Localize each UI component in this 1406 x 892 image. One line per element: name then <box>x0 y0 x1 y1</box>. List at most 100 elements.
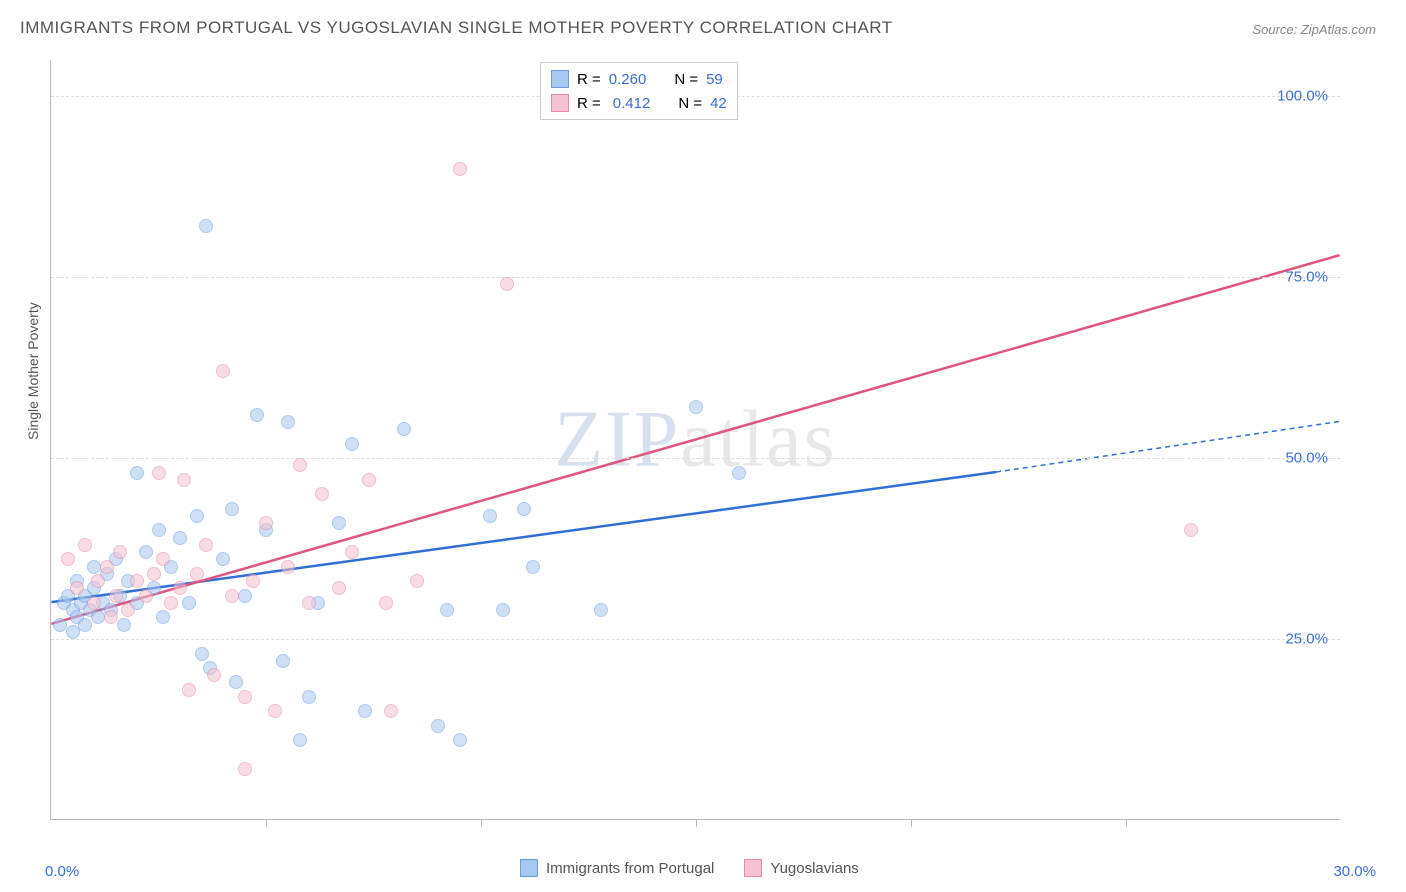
scatter-point <box>281 415 295 429</box>
scatter-point <box>315 487 329 501</box>
legend-n-label: N = <box>674 71 698 88</box>
scatter-point <box>78 618 92 632</box>
scatter-point <box>732 466 746 480</box>
scatter-point <box>173 531 187 545</box>
scatter-point <box>526 560 540 574</box>
chart-source: Source: ZipAtlas.com <box>1252 22 1376 37</box>
scatter-point <box>152 466 166 480</box>
scatter-point <box>78 538 92 552</box>
scatter-point <box>147 567 161 581</box>
scatter-point <box>87 596 101 610</box>
scatter-point <box>139 545 153 559</box>
scatter-point <box>225 502 239 516</box>
scatter-point <box>246 574 260 588</box>
scatter-point <box>91 574 105 588</box>
scatter-point <box>216 364 230 378</box>
legend-series: Immigrants from Portugal Yugoslavians <box>520 859 859 877</box>
legend-correlation: R = 0.260 N = 59 R = 0.412 N = 42 <box>540 62 738 120</box>
scatter-point <box>453 733 467 747</box>
watermark-part-b: atlas <box>680 395 837 483</box>
legend-label-1: Yugoslavians <box>770 860 858 877</box>
scatter-point <box>53 618 67 632</box>
scatter-point <box>130 466 144 480</box>
scatter-point <box>139 589 153 603</box>
scatter-point <box>190 509 204 523</box>
scatter-point <box>199 219 213 233</box>
scatter-point <box>594 603 608 617</box>
x-tick <box>481 819 482 827</box>
scatter-point <box>164 596 178 610</box>
scatter-point <box>517 502 531 516</box>
scatter-point <box>397 422 411 436</box>
scatter-point <box>431 719 445 733</box>
scatter-point <box>379 596 393 610</box>
gridline <box>51 458 1340 459</box>
scatter-point <box>195 647 209 661</box>
scatter-point <box>156 552 170 566</box>
scatter-point <box>100 560 114 574</box>
scatter-point <box>216 552 230 566</box>
x-tick <box>911 819 912 827</box>
y-tick-label: 50.0% <box>1285 450 1328 467</box>
scatter-point <box>130 574 144 588</box>
legend-n-value-1: 42 <box>710 95 727 112</box>
scatter-point <box>182 596 196 610</box>
scatter-point <box>238 762 252 776</box>
scatter-point <box>152 523 166 537</box>
swatch-series-1 <box>551 94 569 112</box>
watermark-part-a: ZIP <box>554 395 680 483</box>
scatter-point <box>268 704 282 718</box>
legend-n-value-0: 59 <box>706 71 723 88</box>
scatter-point <box>238 690 252 704</box>
scatter-point <box>384 704 398 718</box>
x-tick-label: 30.0% <box>1333 863 1376 880</box>
chart-area: ZIPatlas 25.0%50.0%75.0%100.0% <box>50 60 1340 820</box>
scatter-point <box>250 408 264 422</box>
scatter-point <box>496 603 510 617</box>
scatter-point <box>302 596 316 610</box>
scatter-point <box>500 277 514 291</box>
chart-title: IMMIGRANTS FROM PORTUGAL VS YUGOSLAVIAN … <box>20 18 893 38</box>
legend-row-series-1: R = 0.412 N = 42 <box>551 91 727 115</box>
gridline <box>51 277 1340 278</box>
scatter-point <box>173 581 187 595</box>
scatter-point <box>70 581 84 595</box>
scatter-point <box>276 654 290 668</box>
y-axis-label: Single Mother Poverty <box>25 302 41 440</box>
scatter-point <box>483 509 497 523</box>
scatter-point <box>302 690 316 704</box>
scatter-point <box>293 458 307 472</box>
scatter-point <box>259 516 273 530</box>
scatter-point <box>345 437 359 451</box>
scatter-point <box>332 516 346 530</box>
scatter-point <box>229 675 243 689</box>
scatter-point <box>156 610 170 624</box>
scatter-point <box>61 552 75 566</box>
swatch-series-0 <box>551 70 569 88</box>
scatter-point <box>87 560 101 574</box>
scatter-point <box>225 589 239 603</box>
scatter-point <box>104 610 118 624</box>
x-tick <box>696 819 697 827</box>
y-tick-label: 100.0% <box>1277 88 1328 105</box>
gridline <box>51 639 1340 640</box>
scatter-point <box>66 625 80 639</box>
scatter-point <box>109 589 123 603</box>
scatter-point <box>410 574 424 588</box>
scatter-point <box>182 683 196 697</box>
x-tick-label: 0.0% <box>45 863 79 880</box>
legend-item-0: Immigrants from Portugal <box>520 859 714 877</box>
legend-r-label: R = <box>577 71 601 88</box>
legend-r-value-0: 0.260 <box>609 71 647 88</box>
scatter-point <box>332 581 346 595</box>
scatter-point <box>345 545 359 559</box>
trend-lines <box>51 60 1340 819</box>
scatter-point <box>91 610 105 624</box>
legend-item-1: Yugoslavians <box>744 859 858 877</box>
scatter-point <box>199 538 213 552</box>
legend-r-value-1: 0.412 <box>613 95 651 112</box>
scatter-point <box>453 162 467 176</box>
legend-r-label: R = <box>577 95 601 112</box>
scatter-point <box>362 473 376 487</box>
scatter-point <box>117 618 131 632</box>
